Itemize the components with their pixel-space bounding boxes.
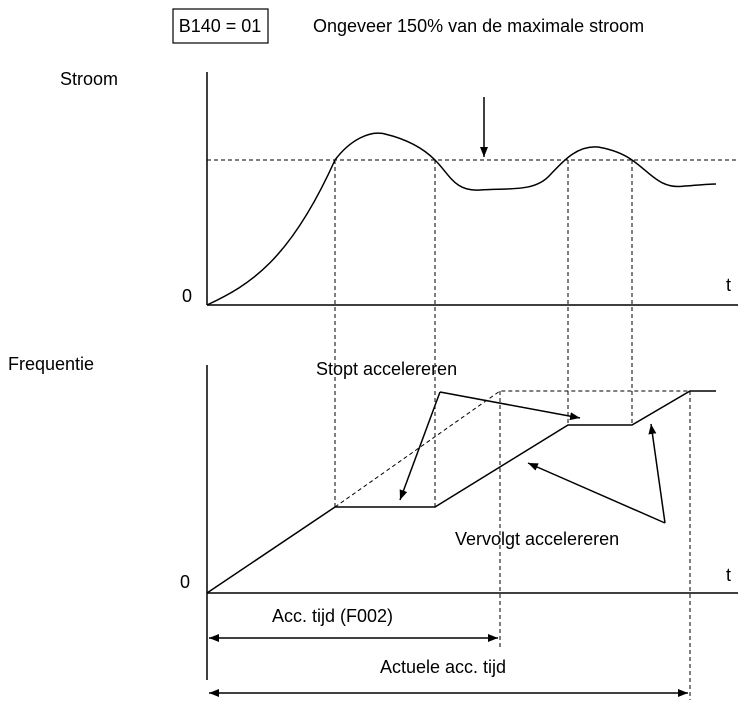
target-frequency-line bbox=[334, 390, 690, 508]
origin: 0 bbox=[182, 286, 192, 306]
x-label: t bbox=[726, 275, 731, 295]
note: Ongeveer 150% van de maximale stroom bbox=[313, 16, 644, 36]
arrow bbox=[399, 391, 441, 501]
annotation: Stopt accelereren bbox=[316, 359, 457, 379]
box-label: B140 = 01 bbox=[179, 16, 262, 36]
y-label: Stroom bbox=[60, 69, 118, 89]
x-label: t bbox=[726, 565, 731, 585]
current-curve bbox=[206, 132, 717, 306]
acc-time-label: Acc. tijd (F002) bbox=[272, 606, 393, 626]
arrow bbox=[527, 462, 666, 524]
annotation: Vervolgt accelereren bbox=[455, 529, 619, 549]
label-box bbox=[172, 8, 269, 44]
origin: 0 bbox=[180, 572, 190, 592]
arrow bbox=[439, 391, 581, 421]
actual-acc-time-label: Actuele acc. tijd bbox=[380, 657, 506, 677]
frequency-line bbox=[206, 390, 716, 594]
arrow bbox=[648, 423, 666, 524]
y-label: Frequentie bbox=[8, 354, 94, 374]
